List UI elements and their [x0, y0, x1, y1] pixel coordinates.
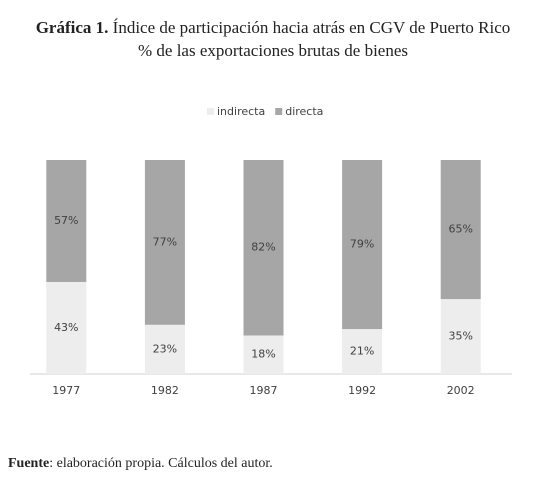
legend-swatch: [275, 108, 283, 115]
bar-segment: [46, 160, 87, 282]
chart-title: Índice de participación hacia atrás en C…: [113, 18, 511, 37]
data-label: 18%: [251, 348, 275, 361]
legend-label: directa: [285, 105, 323, 118]
data-label: 82%: [251, 241, 275, 254]
source-label: Fuente: [8, 456, 49, 471]
x-tick-label: 1977: [52, 384, 80, 397]
bar-segment: [144, 324, 185, 374]
bar-segment: [440, 160, 481, 300]
chart-title-line: Gráfica 1. Índice de participación hacia…: [36, 18, 511, 37]
data-label: 77%: [153, 235, 177, 248]
bar-segment: [440, 299, 481, 374]
data-label: 57%: [54, 214, 78, 227]
figure-label: Gráfica 1.: [36, 18, 109, 37]
source-text: : elaboración propia. Cálculos del autor…: [49, 456, 273, 471]
data-label: 79%: [350, 238, 374, 251]
legend-label: indirecta: [217, 105, 265, 118]
bar-segment: [144, 160, 185, 325]
x-tick-label: 1987: [250, 384, 278, 397]
bar-segment: [243, 335, 284, 374]
bar-segment: [342, 329, 383, 374]
data-label: 35%: [448, 330, 472, 343]
legend-swatch: [207, 108, 214, 115]
x-tick-label: 1992: [348, 384, 376, 397]
data-label: 43%: [54, 321, 78, 334]
bar-segment: [46, 281, 87, 374]
x-tick-label: 2002: [447, 384, 475, 397]
data-label: 65%: [448, 223, 472, 236]
x-tick-label: 1982: [151, 384, 179, 397]
source-line: Fuente: elaboración propia. Cálculos del…: [8, 456, 273, 471]
data-label: 21%: [350, 345, 374, 358]
bar-segment: [342, 160, 383, 330]
chart-subtitle: % de las exportaciones brutas de bienes: [138, 41, 408, 60]
bar-segment: [243, 160, 284, 336]
data-label: 23%: [153, 342, 177, 355]
